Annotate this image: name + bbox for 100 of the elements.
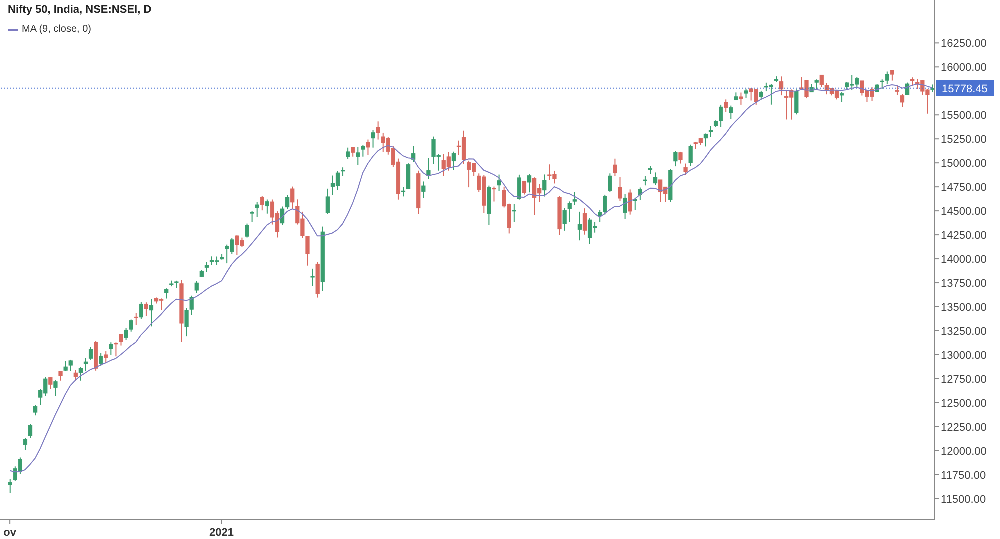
y-tick-label: 14250.00 [941, 230, 987, 242]
candlestick [527, 174, 532, 194]
y-tick-label: 13000.00 [941, 350, 987, 362]
candlestick [84, 358, 88, 372]
candlestick [708, 126, 714, 138]
candlestick [401, 186, 406, 198]
candlestick [144, 302, 148, 317]
candlestick [522, 180, 527, 196]
candlestick [724, 99, 728, 113]
candlestick [356, 146, 360, 166]
candlestick [124, 328, 128, 341]
candlestick [371, 130, 376, 148]
candlestick [633, 197, 638, 211]
ref-line-label: 15778.45 [942, 83, 988, 96]
candlestick [820, 74, 824, 88]
candlestick [794, 89, 799, 116]
candlestick [497, 174, 502, 192]
candlestick [78, 366, 83, 382]
candlestick [426, 158, 431, 180]
candlestick [366, 139, 370, 156]
candlestick [568, 201, 572, 223]
candlestick [250, 210, 254, 223]
candlestick [613, 158, 618, 177]
y-tick-label: 12500.00 [941, 398, 987, 410]
candlestick [814, 79, 819, 90]
candlestick [190, 295, 194, 316]
candlestick [517, 174, 522, 200]
candlestick [572, 192, 577, 206]
y-tick-label: 15500.00 [941, 110, 987, 122]
y-tick-label: 12000.00 [941, 446, 987, 458]
x-tick-label: 2021 [210, 527, 234, 539]
candlestick [104, 351, 108, 364]
candlestick [109, 342, 114, 356]
y-tick-label: 11750.00 [941, 470, 986, 482]
candlestick [23, 438, 28, 451]
candlestick [744, 88, 748, 98]
candlestick [260, 196, 264, 212]
candlestick [54, 380, 58, 397]
candlestick [184, 308, 189, 338]
y-tick-label: 13250.00 [941, 326, 987, 338]
candlestick [68, 359, 73, 372]
candlestick [265, 199, 270, 214]
candlestick [204, 262, 209, 273]
y-tick-label: 13750.00 [941, 278, 987, 290]
candlestick [512, 204, 516, 223]
candlestick [58, 370, 63, 382]
y-tick-label: 13500.00 [941, 302, 987, 314]
candlestick [149, 298, 154, 328]
candlestick [684, 163, 688, 176]
candlestick [840, 92, 844, 103]
candlestick [674, 150, 678, 168]
candlestick [286, 194, 290, 210]
candlestick [74, 370, 78, 382]
candlestick [134, 312, 138, 326]
candlestick [492, 186, 496, 202]
candlestick [582, 208, 588, 236]
candlestick [88, 346, 94, 360]
candlestick [542, 174, 547, 198]
candlestick [890, 70, 894, 82]
candlestick [376, 121, 380, 140]
candlestick [623, 194, 628, 220]
candlestick [255, 202, 260, 218]
y-tick-label: 16250.00 [941, 38, 987, 50]
candlestick [164, 288, 169, 300]
candlestick [119, 334, 124, 346]
candlestick [653, 172, 658, 186]
candlestick [779, 76, 784, 96]
candlestick [618, 176, 622, 202]
candlestick [880, 79, 884, 90]
y-tick-label: 16000.00 [941, 62, 987, 74]
chart-title: Nifty 50, India, NSE:NSEI, D [8, 4, 152, 16]
y-tick-label: 14000.00 [941, 254, 987, 266]
candlestick [351, 146, 356, 158]
candlestick [280, 206, 285, 226]
candlestick [729, 105, 734, 120]
candlestick [608, 173, 612, 193]
candlestick [739, 92, 744, 106]
candlestick [194, 280, 199, 294]
candlestick [603, 194, 608, 216]
candlestick [688, 144, 693, 167]
y-tick-label: 14750.00 [941, 182, 987, 194]
candlestick [114, 342, 118, 358]
candlestick [578, 211, 582, 242]
candlestick [900, 94, 905, 108]
candlestick [628, 189, 632, 216]
candlestick [139, 302, 144, 320]
y-tick-label: 11500.00 [941, 494, 986, 506]
candlestick [326, 188, 330, 215]
candlestick [34, 404, 38, 416]
candlestick [885, 71, 890, 86]
candlestick [678, 151, 683, 164]
candlestick [704, 133, 708, 148]
candlestick [48, 377, 53, 390]
y-tick-label: 15250.00 [941, 134, 987, 146]
x-tick-label: ov [4, 527, 18, 539]
y-tick-label: 12750.00 [941, 374, 987, 386]
candlestick [643, 176, 648, 186]
candlestick [310, 268, 315, 287]
candlestick [422, 181, 426, 199]
candlestick [361, 144, 366, 158]
